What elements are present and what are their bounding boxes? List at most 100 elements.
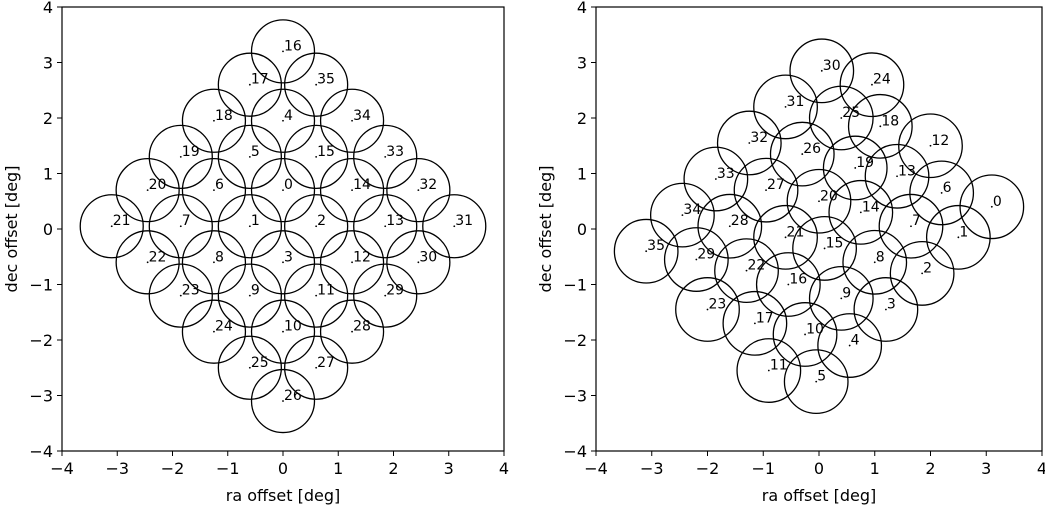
field-center-23 <box>179 294 182 297</box>
field-center-20 <box>818 200 820 203</box>
field-center-20 <box>146 189 149 192</box>
field-label-5: 5 <box>817 369 826 385</box>
field-circle-16 <box>250 19 316 84</box>
field-circle-30 <box>386 230 451 295</box>
left-panel: 01 23456789101112131415161718192021222324… <box>2 0 509 505</box>
field-label-1: 1 <box>959 224 968 240</box>
field-center-24 <box>213 330 215 333</box>
field-center-30 <box>820 69 823 72</box>
field-label-9: 9 <box>842 285 851 301</box>
field-center-35 <box>315 83 318 86</box>
field-center-5 <box>248 155 251 158</box>
field-center-33 <box>384 155 387 158</box>
field-label-0: 0 <box>993 194 1002 210</box>
field-label-13: 13 <box>898 163 916 179</box>
field-label-10: 10 <box>284 319 302 335</box>
field-center-21 <box>110 225 113 228</box>
field-label-10: 10 <box>806 321 824 337</box>
field-circle-20 <box>115 158 180 223</box>
field-circle-25 <box>808 85 874 151</box>
field-center-13 <box>896 175 898 178</box>
right-panel: 0123456789101112131415161718192021222324… <box>536 0 1045 505</box>
field-label-11: 11 <box>317 283 335 299</box>
field-circle-33 <box>353 124 418 189</box>
field-circle-4 <box>817 313 883 378</box>
field-label-34: 34 <box>353 108 371 124</box>
field-center-11 <box>315 294 318 297</box>
field-circle-6 <box>909 160 975 226</box>
field-center-34 <box>351 119 353 122</box>
x-tick-label: 0 <box>814 459 824 478</box>
field-circle-12 <box>319 230 385 295</box>
field-circle-16 <box>755 252 821 317</box>
field-circle-22 <box>115 230 180 295</box>
field-circle-19 <box>148 124 213 189</box>
field-center-3 <box>885 308 887 311</box>
field-center-16 <box>787 283 790 286</box>
field-circle-25 <box>217 335 282 400</box>
field-label-17: 17 <box>251 72 269 88</box>
field-center-27 <box>315 366 318 369</box>
field-label-29: 29 <box>386 283 404 299</box>
field-center-6 <box>213 189 215 192</box>
field-center-12 <box>929 144 932 147</box>
field-label-35: 35 <box>317 72 335 88</box>
field-circle-1 <box>925 204 991 270</box>
field-circle-27 <box>733 157 799 223</box>
field-label-13: 13 <box>386 213 404 229</box>
field-label-30: 30 <box>823 58 841 74</box>
field-circle-8 <box>181 230 247 295</box>
field-label-24: 24 <box>873 72 891 88</box>
field-circle-4 <box>250 88 316 153</box>
field-label-28: 28 <box>353 319 371 335</box>
field-label-3: 3 <box>887 296 896 312</box>
field-label-32: 32 <box>419 177 437 193</box>
y-tick-label: 1 <box>43 165 53 184</box>
field-circle-35 <box>284 52 349 117</box>
field-center-8 <box>873 261 876 264</box>
field-center-19 <box>854 167 857 169</box>
field-label-27: 27 <box>767 177 785 193</box>
field-circle-5 <box>783 349 849 415</box>
field-center-4 <box>848 344 851 347</box>
field-center-25 <box>840 117 843 119</box>
field-circle-21 <box>753 204 818 270</box>
field-label-25: 25 <box>251 355 269 371</box>
x-tick-label: −2 <box>161 459 185 478</box>
field-label-30: 30 <box>419 249 437 265</box>
field-center-1 <box>248 225 251 228</box>
field-label-20: 20 <box>820 188 838 204</box>
field-center-16 <box>282 50 284 53</box>
field-label-34: 34 <box>683 202 701 218</box>
field-center-19 <box>179 155 182 158</box>
y-tick-label: 1 <box>577 165 587 184</box>
y-tick-label: 4 <box>577 0 587 17</box>
y-tick-label: 3 <box>43 54 53 73</box>
field-label-4: 4 <box>284 108 293 124</box>
field-label-8: 8 <box>876 249 885 265</box>
field-center-32 <box>748 142 751 144</box>
field-label-28: 28 <box>731 213 749 229</box>
field-center-2 <box>315 225 318 228</box>
field-label-23: 23 <box>709 296 727 312</box>
field-label-21: 21 <box>787 224 805 240</box>
x-tick-label: −2 <box>696 459 720 478</box>
y-tick-label: −2 <box>563 331 587 350</box>
field-center-26 <box>282 400 284 402</box>
field-circle-17 <box>217 52 282 117</box>
field-circle-31 <box>753 74 818 140</box>
field-label-7: 7 <box>182 213 191 229</box>
x-tick-label: 0 <box>278 459 288 478</box>
field-center-23 <box>706 308 709 311</box>
field-circle-29 <box>353 263 418 328</box>
field-label-9: 9 <box>251 283 260 299</box>
y-tick-label: −1 <box>29 276 53 295</box>
field-circle-23 <box>148 263 213 328</box>
field-label-27: 27 <box>317 355 335 371</box>
field-center-5 <box>815 380 818 383</box>
field-label-18: 18 <box>215 108 233 124</box>
field-center-10 <box>804 333 806 336</box>
field-center-28 <box>728 225 731 228</box>
y-tick-label: −3 <box>29 387 53 406</box>
field-circle-32 <box>386 158 451 223</box>
